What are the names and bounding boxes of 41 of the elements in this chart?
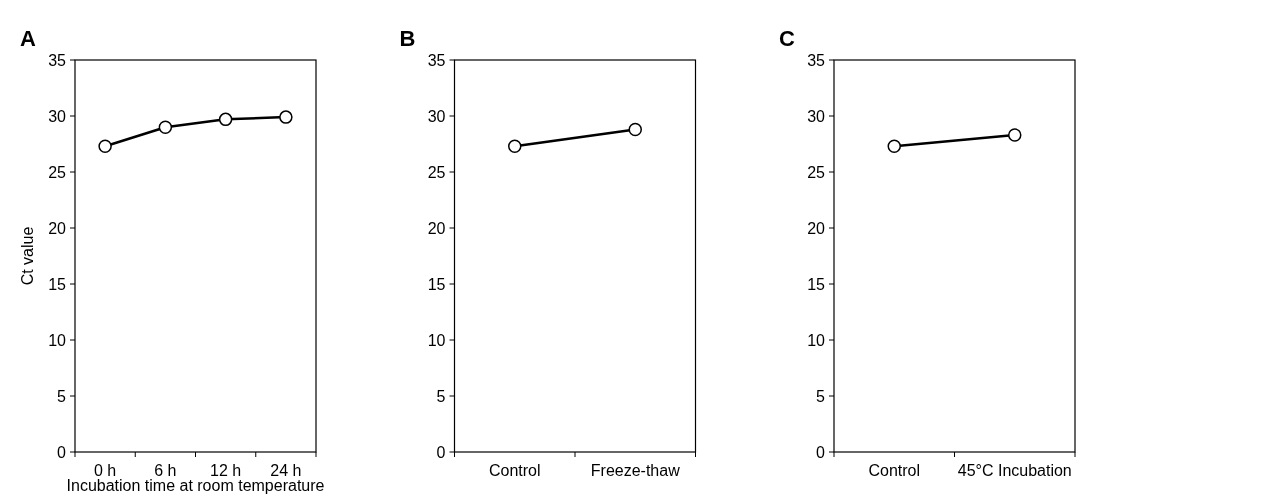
y-tick-label: 25 [48,163,67,181]
y-tick-label: 0 [436,443,446,461]
y-tick-label: 0 [57,443,67,461]
x-tick-label: 12 h [210,462,242,479]
x-tick-label: 0 h [94,462,117,479]
x-tick-label: Control [488,462,541,479]
y-tick-label: 25 [807,163,826,181]
chart-title: A [20,26,36,51]
y-axis-title: Ct value [19,226,36,286]
x-axis-title: Incubation time at room temperature [66,477,325,494]
y-tick-label: 5 [436,387,446,405]
y-tick-label: 35 [48,51,67,69]
x-tick-label: 24 h [270,462,302,479]
x-tick-label: Freeze-thaw [590,462,681,479]
chart-title: B [399,26,416,51]
y-tick-label: 10 [48,331,67,349]
y-tick-label: 35 [807,51,826,69]
x-tick-label: Control [868,462,921,479]
point [218,112,233,127]
y-tick-label: 5 [816,387,826,405]
y-tick-label: 35 [427,51,446,69]
point [158,120,173,134]
y-tick-label: 30 [427,107,446,125]
y-tick-label: 15 [807,275,826,293]
y-tick-label: 25 [427,163,446,181]
y-tick-label: 10 [427,331,446,349]
y-tick-label: 0 [816,443,826,461]
y-tick-label: 15 [48,275,67,293]
point [98,139,112,153]
y-tick-label: 20 [48,219,67,237]
x-tick-label: 45°C Incubation [957,462,1072,479]
y-tick-label: 30 [48,107,67,125]
point [279,110,293,124]
x-tick-label: 6 h [154,462,177,479]
chart-title: C [779,26,795,51]
y-tick-label: 20 [807,219,826,237]
y-tick-label: 30 [807,107,826,125]
y-tick-label: 15 [427,275,446,293]
y-tick-label: 10 [807,331,826,349]
y-tick-label: 5 [57,387,67,405]
y-tick-label: 20 [427,219,446,237]
